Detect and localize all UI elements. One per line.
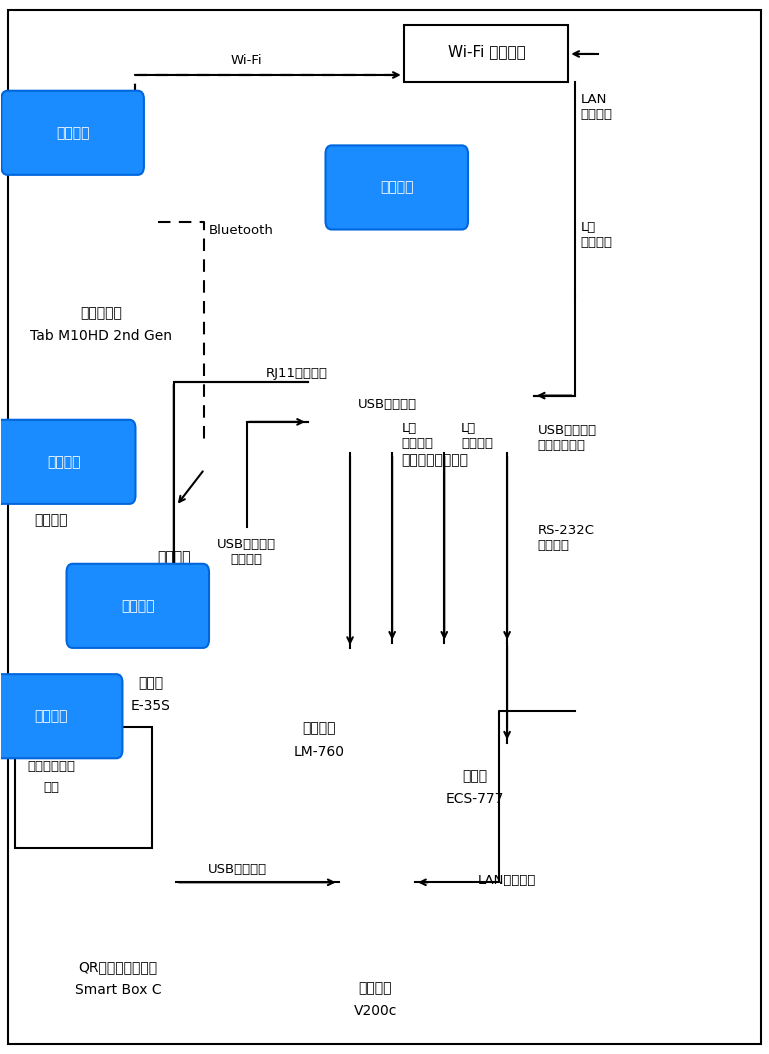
Text: スタート: スタート (35, 709, 68, 723)
Text: 客用表示: 客用表示 (303, 722, 336, 736)
Text: 背面コネクター部: 背面コネクター部 (401, 453, 468, 467)
Text: ドロア: ドロア (138, 677, 163, 690)
Text: 機器: 機器 (43, 781, 59, 795)
Text: スタート: スタート (380, 180, 414, 194)
Text: ECS-777: ECS-777 (446, 792, 504, 806)
Text: LANケーブル: LANケーブル (478, 874, 536, 886)
Text: L字
ケーブル: L字 ケーブル (461, 422, 493, 450)
Text: タブレット: タブレット (30, 490, 72, 504)
Text: スタート: スタート (56, 125, 89, 140)
Text: LAN
ケーブル: LAN ケーブル (581, 93, 613, 120)
Text: Smart Box C: Smart Box C (75, 983, 161, 997)
Text: Bluetooth: Bluetooth (208, 223, 273, 237)
Bar (15, 726, 151, 847)
Text: L字
ケーブル: L字 ケーブル (581, 220, 613, 249)
FancyBboxPatch shape (0, 419, 135, 504)
Text: L字
ケーブル: L字 ケーブル (401, 422, 434, 450)
Text: Tab M10HD 2nd Gen: Tab M10HD 2nd Gen (30, 329, 172, 344)
FancyBboxPatch shape (0, 675, 122, 758)
Text: E-35S: E-35S (131, 700, 171, 714)
Text: USBケーブル: USBケーブル (358, 398, 417, 411)
Text: CT-S257: CT-S257 (383, 174, 440, 188)
Text: スタートパック: スタートパック (23, 739, 79, 753)
FancyBboxPatch shape (2, 91, 144, 175)
Text: V200c: V200c (354, 1004, 397, 1018)
Text: スタンド: スタンド (35, 513, 68, 527)
Text: スキャナ: スキャナ (157, 550, 191, 564)
Text: 決済端末: 決済端末 (358, 981, 392, 995)
Text: スタート: スタート (121, 599, 155, 612)
Text: に入っている: に入っている (27, 760, 75, 774)
Text: Wi-Fi: Wi-Fi (231, 54, 262, 66)
Text: OPN-4000i: OPN-4000i (137, 573, 211, 587)
Text: RS-232C
ケーブル: RS-232C ケーブル (538, 524, 594, 551)
FancyBboxPatch shape (325, 145, 468, 230)
Text: Wi-Fi ルーター: Wi-Fi ルーター (448, 44, 525, 59)
Text: タブレット: タブレット (80, 307, 122, 320)
Text: USBケーブル
（充電）: USBケーブル （充電） (217, 538, 276, 566)
Bar (404, 24, 568, 82)
Text: スタート: スタート (48, 455, 81, 469)
Text: プリンタ: プリンタ (394, 151, 428, 164)
FancyBboxPatch shape (66, 564, 209, 648)
Text: RJ11ケーブル: RJ11ケーブル (265, 367, 328, 379)
Text: QRコードリーダー: QRコードリーダー (78, 960, 158, 974)
Text: 釣銭機: 釣銭機 (462, 768, 488, 783)
Text: LM-760: LM-760 (294, 744, 345, 759)
Text: USBケーブル: USBケーブル (208, 863, 267, 876)
Text: USBシリアル
変換ケーブル: USBシリアル 変換ケーブル (538, 424, 597, 452)
